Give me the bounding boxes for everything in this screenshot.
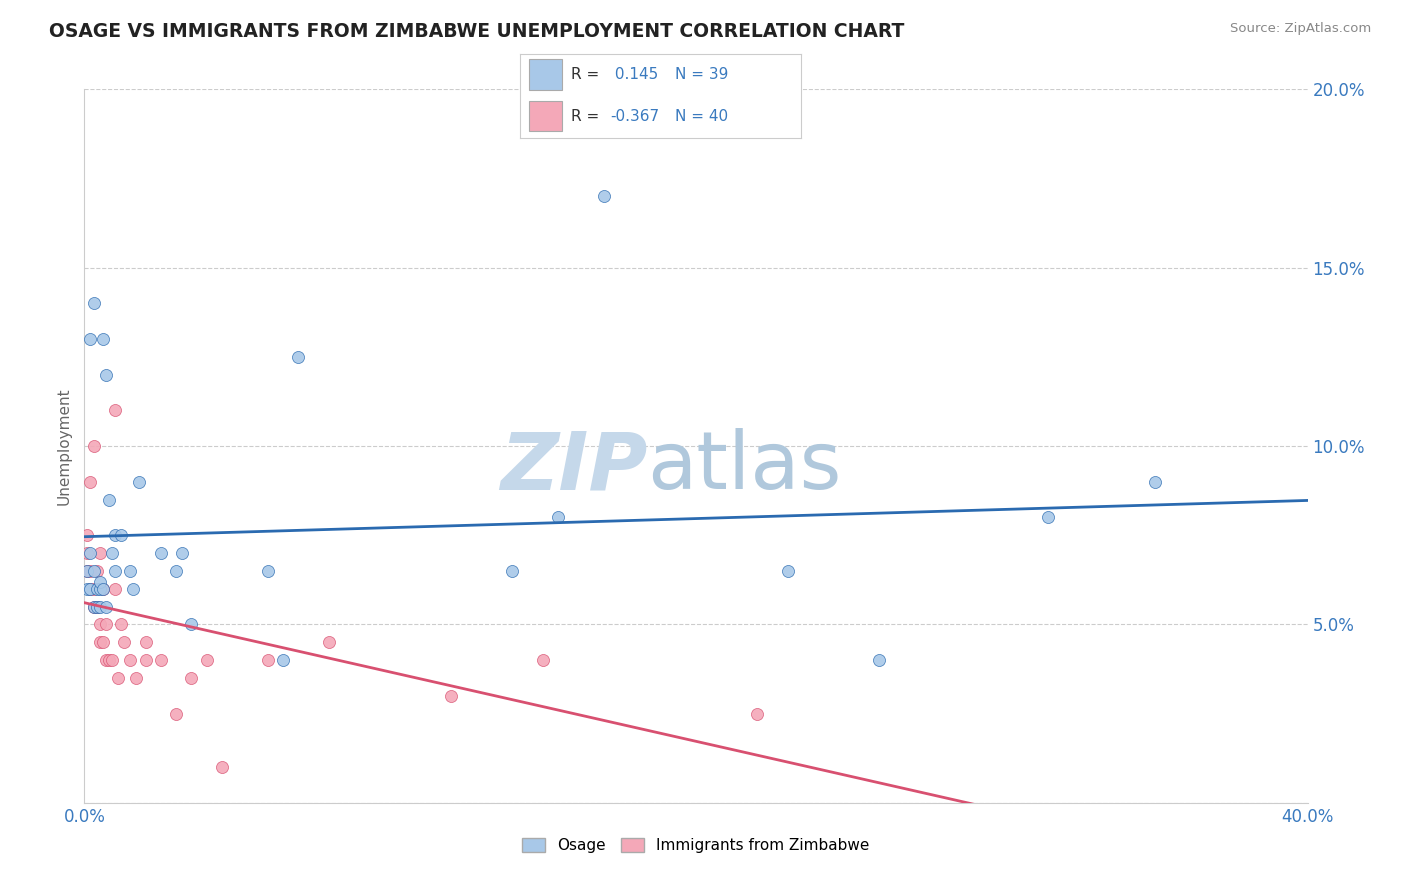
Point xyxy=(149,653,172,667)
Point xyxy=(135,635,157,649)
Point xyxy=(79,475,101,489)
Point xyxy=(91,582,114,596)
Point xyxy=(211,760,233,774)
Point xyxy=(287,350,309,364)
Point xyxy=(165,564,187,578)
Text: atlas: atlas xyxy=(647,428,841,507)
Point xyxy=(1143,475,1166,489)
Text: R =: R = xyxy=(571,67,599,82)
Point xyxy=(101,546,124,560)
Text: OSAGE VS IMMIGRANTS FROM ZIMBABWE UNEMPLOYMENT CORRELATION CHART: OSAGE VS IMMIGRANTS FROM ZIMBABWE UNEMPL… xyxy=(49,22,904,41)
Point xyxy=(83,296,105,310)
Point xyxy=(76,582,98,596)
Point xyxy=(91,582,114,596)
Point xyxy=(502,564,524,578)
Point xyxy=(122,582,145,596)
Point xyxy=(89,599,111,614)
Point xyxy=(76,546,98,560)
Point xyxy=(97,653,120,667)
Point xyxy=(86,599,108,614)
Point xyxy=(747,706,769,721)
Point xyxy=(547,510,569,524)
Point xyxy=(180,617,202,632)
Text: N = 40: N = 40 xyxy=(675,109,728,124)
Point xyxy=(110,528,132,542)
Point xyxy=(91,332,114,346)
Point xyxy=(91,635,114,649)
Point xyxy=(76,528,98,542)
Text: -0.367: -0.367 xyxy=(610,109,659,124)
Point xyxy=(89,546,111,560)
Point xyxy=(83,599,105,614)
Point xyxy=(89,582,111,596)
Bar xyxy=(529,60,562,90)
Point xyxy=(112,635,135,649)
Point xyxy=(83,599,105,614)
Point xyxy=(125,671,148,685)
Point xyxy=(165,706,187,721)
Text: N = 39: N = 39 xyxy=(675,67,728,82)
Point xyxy=(79,582,101,596)
Point xyxy=(86,582,108,596)
Point xyxy=(120,564,142,578)
Point xyxy=(257,653,280,667)
Point xyxy=(271,653,294,667)
Point xyxy=(94,653,117,667)
Point xyxy=(94,617,117,632)
Bar xyxy=(529,101,562,131)
Point xyxy=(89,635,111,649)
Point xyxy=(1036,510,1059,524)
Point xyxy=(94,368,117,382)
Point xyxy=(149,546,172,560)
Point xyxy=(593,189,616,203)
Point xyxy=(135,653,157,667)
Legend: Osage, Immigrants from Zimbabwe: Osage, Immigrants from Zimbabwe xyxy=(516,832,876,859)
Point xyxy=(79,564,101,578)
Y-axis label: Unemployment: Unemployment xyxy=(56,387,72,505)
Text: R =: R = xyxy=(571,109,599,124)
Point xyxy=(86,599,108,614)
Point xyxy=(83,439,105,453)
Point xyxy=(89,574,111,589)
Point xyxy=(120,653,142,667)
Point xyxy=(79,332,101,346)
Point xyxy=(101,653,124,667)
Point xyxy=(110,617,132,632)
Point xyxy=(180,671,202,685)
Point xyxy=(76,564,98,578)
Text: ZIP: ZIP xyxy=(499,428,647,507)
Point xyxy=(107,671,129,685)
Point xyxy=(83,564,105,578)
Point xyxy=(79,546,101,560)
Point xyxy=(83,582,105,596)
Point xyxy=(776,564,799,578)
Point xyxy=(94,599,117,614)
Point xyxy=(440,689,463,703)
Point xyxy=(89,617,111,632)
Point xyxy=(531,653,554,667)
Point xyxy=(172,546,194,560)
Point xyxy=(86,599,108,614)
Point xyxy=(97,492,120,507)
Text: Source: ZipAtlas.com: Source: ZipAtlas.com xyxy=(1230,22,1371,36)
Point xyxy=(104,403,127,417)
Point xyxy=(86,564,108,578)
Point xyxy=(104,528,127,542)
Point xyxy=(869,653,891,667)
Point xyxy=(76,564,98,578)
Point xyxy=(104,582,127,596)
Point xyxy=(195,653,218,667)
Point xyxy=(79,582,101,596)
Point xyxy=(104,564,127,578)
Text: 0.145: 0.145 xyxy=(610,67,658,82)
Point xyxy=(257,564,280,578)
Point xyxy=(318,635,340,649)
Point xyxy=(128,475,150,489)
